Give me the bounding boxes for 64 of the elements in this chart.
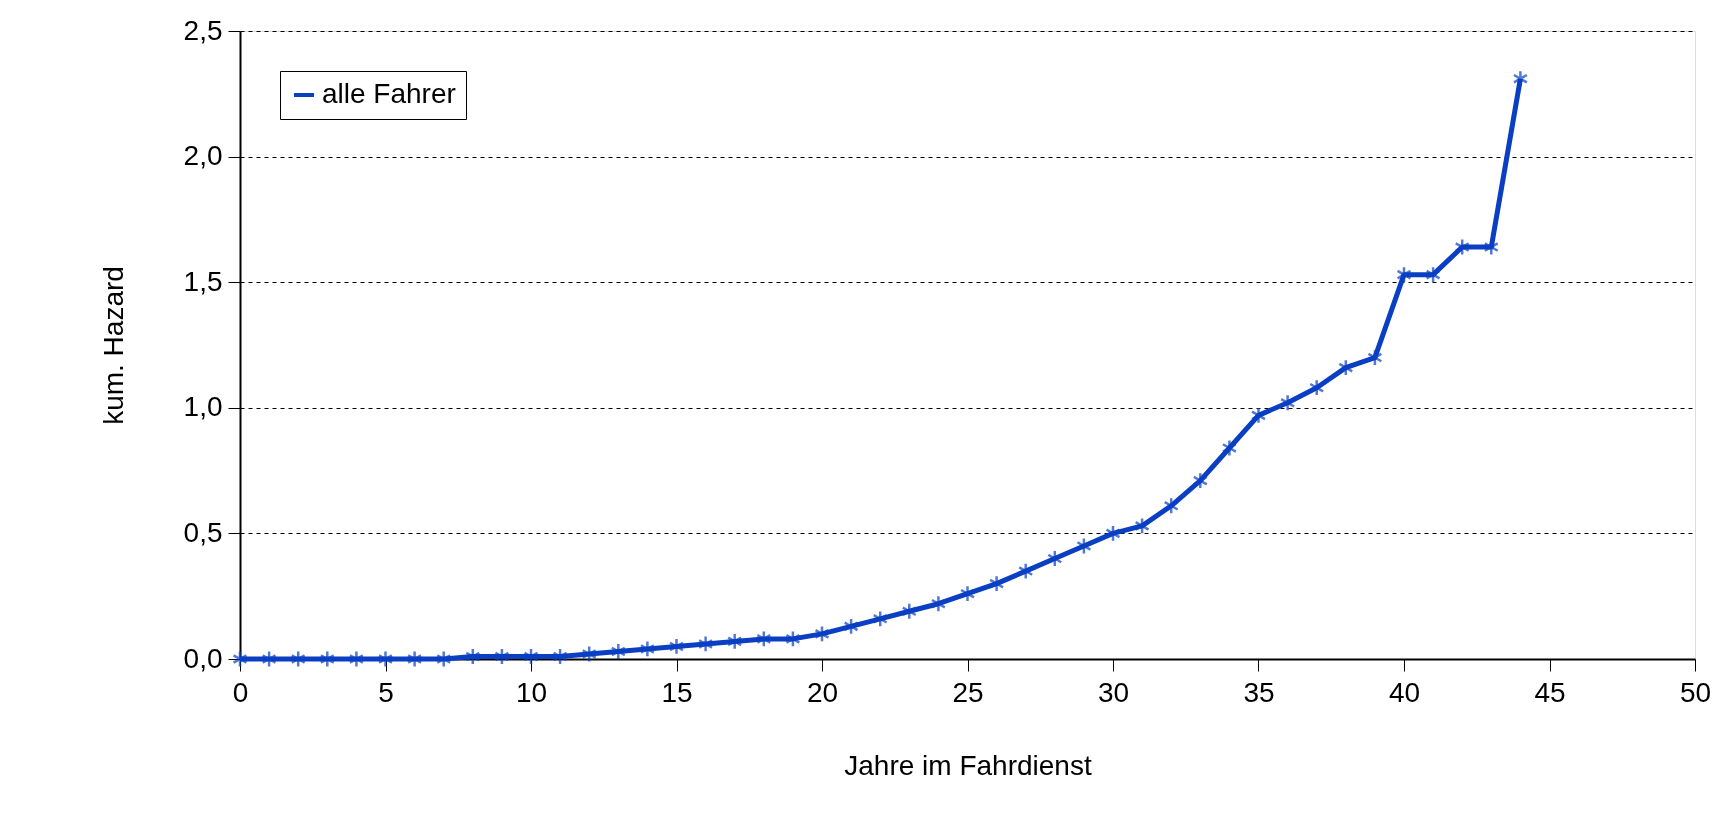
x-tick-label: 45: [1534, 676, 1566, 708]
point: [639, 640, 656, 658]
point: [697, 635, 714, 653]
x-tick-label: 5: [378, 676, 394, 708]
point: [1512, 70, 1529, 88]
x-tick-label: 15: [661, 676, 693, 708]
point: [610, 642, 626, 661]
point: [1105, 524, 1121, 543]
point: [1396, 266, 1412, 284]
point: [843, 617, 859, 636]
x-tick-label: 20: [806, 676, 839, 708]
y-axis-title: kum. Hazard: [97, 266, 129, 425]
point: [436, 650, 452, 668]
x-tick-label: 0: [232, 676, 249, 708]
point: [319, 650, 335, 668]
point: [1454, 238, 1470, 256]
point: [406, 650, 423, 668]
x-tick-label: 50: [1679, 676, 1712, 708]
y-tick-label: 1,5: [183, 265, 223, 297]
point: [872, 610, 888, 628]
point: [727, 632, 743, 651]
point: [756, 630, 772, 648]
point: [552, 647, 568, 666]
point: [348, 650, 365, 668]
point: [959, 585, 976, 603]
point: [1309, 379, 1325, 397]
point: [523, 647, 539, 666]
point: [988, 574, 1005, 593]
legend-label: alle Fahrer: [322, 78, 456, 109]
y-tick-label: 1,0: [183, 391, 223, 423]
point: [581, 645, 597, 663]
point: [1250, 406, 1267, 424]
point: [1192, 471, 1208, 490]
y-tick-label: 0,5: [183, 516, 223, 548]
point: [261, 650, 277, 668]
y-tick-label: 2,0: [183, 140, 223, 172]
point: [1163, 497, 1179, 515]
point: [1425, 266, 1441, 284]
point: [930, 595, 947, 613]
point: [814, 625, 830, 643]
y-tick-label: 0,0: [183, 642, 223, 674]
point: [901, 602, 917, 620]
point: [232, 650, 248, 668]
point: [1134, 517, 1150, 535]
y-tick-label: 2,5: [183, 14, 223, 46]
x-tick-label: 10: [515, 676, 548, 708]
x-tick-label: 25: [952, 676, 984, 708]
point: [465, 647, 481, 666]
point: [668, 637, 685, 656]
x-axis-title: Jahre im Fahrdienst: [844, 749, 1092, 781]
point: [1076, 537, 1092, 555]
x-tick-label: 35: [1243, 676, 1275, 708]
point: [494, 647, 510, 666]
x-tick-label: 30: [1097, 676, 1130, 708]
x-tick-label: 40: [1388, 676, 1421, 708]
point: [290, 650, 306, 668]
point: [1018, 562, 1034, 580]
point: [1221, 439, 1238, 457]
point: [1279, 394, 1296, 412]
point: [1338, 358, 1354, 377]
point: [785, 630, 801, 648]
point: [377, 650, 394, 668]
point: [1367, 348, 1383, 367]
point: [1047, 549, 1063, 568]
